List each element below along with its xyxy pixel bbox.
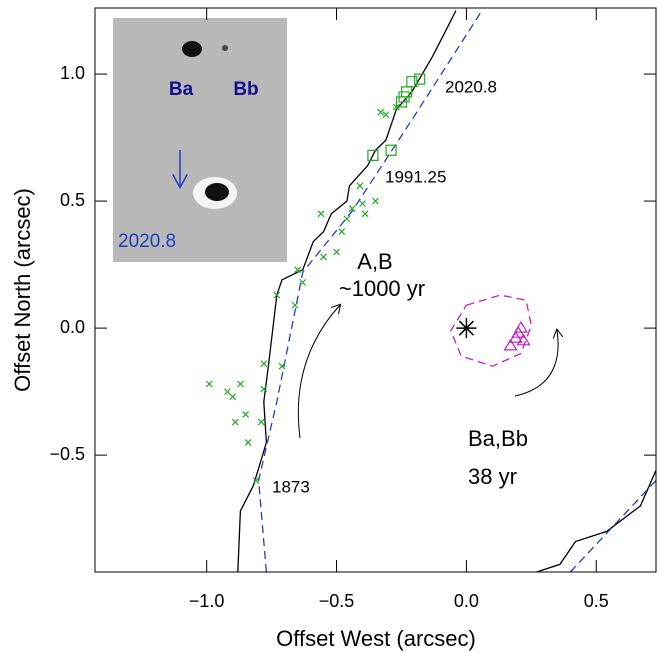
x-marker: [359, 200, 366, 208]
plot-area: [205, 10, 656, 572]
x-marker: [231, 418, 239, 426]
x-marker: [257, 418, 265, 426]
y-tick-label: −0.5: [49, 444, 85, 464]
x-marker: [244, 439, 252, 446]
x-marker: [333, 248, 340, 256]
annotation: Ba,Bb: [468, 426, 528, 451]
y-tick-label: 0.5: [60, 190, 85, 210]
x-marker: [260, 385, 268, 393]
x-marker: [343, 215, 351, 223]
x-marker: [294, 266, 302, 274]
x-marker: [229, 393, 237, 401]
x-marker: [252, 477, 260, 484]
annotation: 2020.8: [445, 77, 497, 96]
dashed-curve: [257, 10, 656, 572]
square-marker: [406, 76, 418, 88]
x-marker: [382, 111, 390, 119]
x-marker: [317, 210, 325, 218]
axes-frame: [94, 7, 657, 573]
x-marker: [278, 362, 286, 370]
x-marker: [224, 388, 231, 396]
triangle-marker: [516, 333, 531, 346]
square-marker: [398, 91, 410, 103]
inset-epoch: 2020.8: [118, 231, 176, 252]
x-marker: [320, 253, 327, 261]
inset-star: [205, 183, 229, 201]
orbit-curve: [237, 10, 656, 572]
motion-arrow: [514, 330, 558, 397]
y-tick-label: 1.0: [60, 63, 85, 83]
dashed-curve: [450, 294, 532, 367]
x-marker: [242, 411, 250, 418]
inset-image: [113, 18, 287, 262]
inset: Ba Bb 2020.8: [113, 18, 287, 262]
annotation: ~1000 yr: [339, 276, 425, 301]
x-tick-label: 0.5: [584, 591, 609, 611]
x-marker: [338, 228, 346, 235]
motion-arrow: [297, 305, 340, 439]
inset-star: [182, 41, 202, 57]
triangle-marker: [513, 320, 529, 333]
x-marker: [377, 108, 385, 116]
x-marker: [372, 197, 379, 205]
square-marker: [385, 144, 397, 156]
annotation: A,B: [357, 249, 392, 274]
square-marker: [367, 149, 379, 161]
y-tick-label: 0.0: [60, 317, 85, 337]
y-axis-title: Offset North (arcsec): [10, 188, 35, 392]
star-marker: [456, 318, 477, 339]
square-marker: [414, 73, 426, 85]
x-tick-label: −0.5: [319, 591, 355, 611]
inset-label: Ba: [169, 79, 194, 100]
inset-star: [222, 45, 228, 51]
annotation: 1873: [272, 477, 310, 496]
x-marker: [348, 205, 356, 213]
x-marker: [299, 278, 307, 286]
x-marker: [291, 301, 299, 309]
inset-label: Bb: [233, 79, 258, 100]
x-marker: [237, 380, 244, 388]
x-marker: [356, 182, 364, 190]
annotation: 1991.25: [385, 167, 446, 186]
annotation: 38 yr: [468, 464, 517, 489]
x-marker: [205, 380, 213, 388]
x-tick-label: −1.0: [189, 591, 225, 611]
triangle-marker: [503, 338, 518, 351]
x-axis-title: Offset West (arcsec): [276, 626, 476, 651]
x-marker: [273, 291, 281, 299]
x-marker: [361, 210, 369, 218]
x-tick-label: 0.0: [454, 591, 479, 611]
x-marker: [260, 360, 268, 368]
